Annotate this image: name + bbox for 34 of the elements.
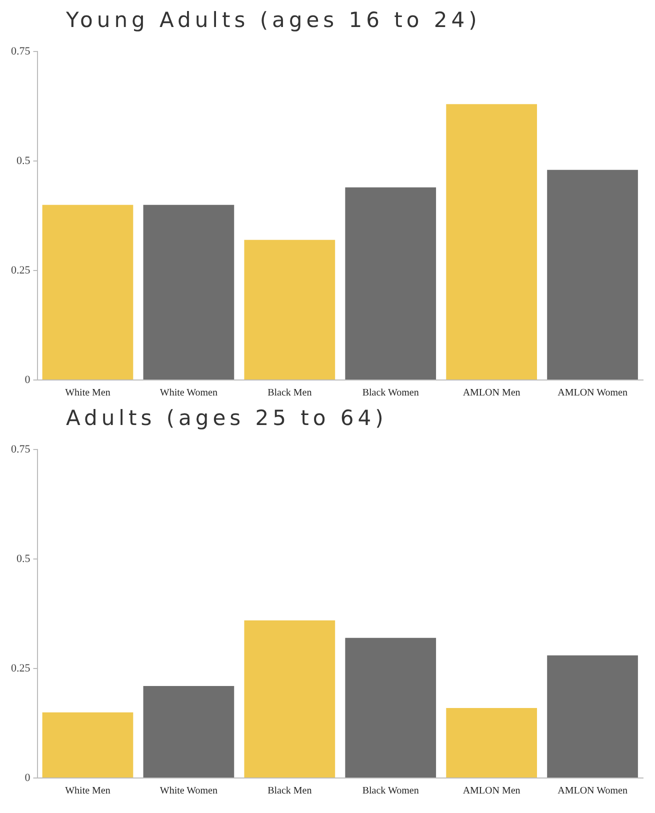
x-tick-label: Black Women bbox=[362, 786, 419, 797]
y-tick-label: 0.25 bbox=[11, 264, 31, 276]
x-tick-label: White Women bbox=[160, 786, 218, 797]
y-tick-label: 0 bbox=[24, 772, 31, 784]
bar bbox=[547, 655, 638, 778]
bar bbox=[244, 620, 336, 778]
y-tick-label: 0.75 bbox=[11, 443, 31, 456]
x-tick-label: Black Women bbox=[362, 388, 419, 399]
y-tick-label: 0.75 bbox=[11, 45, 31, 58]
chart-title: Young Adults (ages 16 to 24) bbox=[66, 8, 481, 32]
bar bbox=[244, 240, 336, 380]
y-tick-label: 0.5 bbox=[16, 552, 31, 565]
y-tick-label: 0.25 bbox=[11, 662, 31, 674]
bar bbox=[345, 638, 436, 778]
x-tick-label: Black Men bbox=[268, 388, 312, 399]
bar bbox=[42, 204, 134, 380]
bar bbox=[42, 712, 134, 778]
x-tick-label: AMLON Women bbox=[558, 786, 628, 797]
x-tick-label: White Men bbox=[65, 388, 110, 399]
chart-title: Adults (ages 25 to 64) bbox=[66, 406, 388, 430]
bar bbox=[143, 204, 234, 380]
y-tick-label: 0 bbox=[24, 374, 31, 386]
bar bbox=[547, 170, 638, 380]
bar bbox=[446, 708, 537, 778]
x-tick-label: AMLON Women bbox=[558, 388, 628, 399]
x-tick-label: Black Men bbox=[268, 786, 312, 797]
x-tick-label: White Men bbox=[65, 786, 110, 797]
x-tick-label: White Women bbox=[160, 388, 218, 399]
bar bbox=[143, 686, 234, 778]
x-tick-label: AMLON Men bbox=[462, 388, 520, 399]
bar bbox=[446, 104, 537, 380]
x-tick-label: AMLON Men bbox=[462, 786, 520, 797]
y-tick-label: 0.5 bbox=[16, 154, 31, 167]
bar bbox=[345, 187, 436, 380]
